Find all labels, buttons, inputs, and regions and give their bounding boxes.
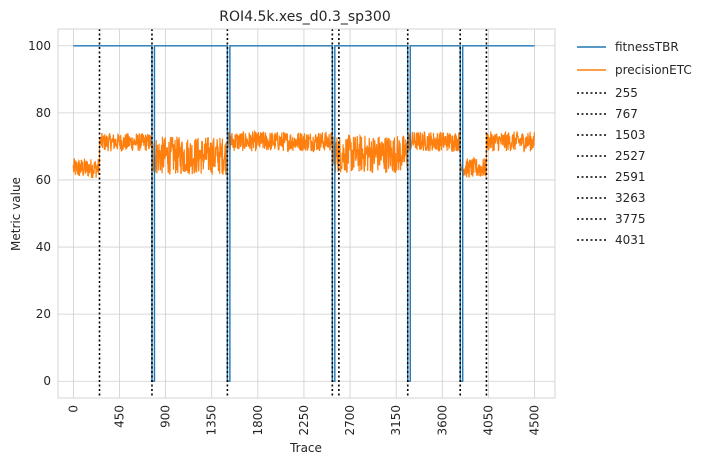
y-tick-label: 0 — [43, 374, 51, 388]
x-tick-labels: 0 450 900 1350 1800 2250 2700 3150 3600 4050 4500 — [66, 405, 541, 436]
series-fitnesstbr-line — [73, 45, 535, 382]
x-tick-label: 3600 — [435, 405, 449, 436]
series-layer — [72, 45, 535, 382]
x-tick-label: 2700 — [343, 405, 357, 436]
plot-frame — [57, 28, 556, 399]
x-tick-label: 900 — [159, 405, 173, 428]
legend-entry: fitnessTBR — [615, 40, 679, 54]
y-tick-label: 80 — [36, 106, 51, 120]
x-tick-label: 1800 — [251, 405, 265, 436]
x-tick-label: 2250 — [297, 405, 311, 436]
legend-entry: 1503 — [615, 128, 646, 142]
y-tick-label: 20 — [36, 307, 51, 321]
y-axis-label: Metric value — [9, 177, 23, 251]
legend: fitnessTBR precisionETC 255 767 1503 2527 2591… — [577, 40, 692, 247]
x-tick-label: 450 — [112, 405, 126, 428]
y-tick-label: 40 — [36, 240, 51, 254]
y-tick-labels: 0 20 40 60 80 100 — [28, 39, 51, 388]
x-tick-label: 1350 — [205, 405, 219, 436]
chart-title: ROI4.5k.xes_d0.3_sp300 — [219, 9, 391, 25]
legend-entry: 2591 — [615, 170, 646, 184]
y-tick-label: 100 — [28, 39, 51, 53]
x-tick-label: 3150 — [389, 405, 403, 436]
legend-entry: 255 — [615, 86, 638, 100]
legend-entry: precisionETC — [615, 63, 692, 77]
x-tick-label: 4500 — [528, 405, 542, 436]
drift-lines — [98, 29, 488, 398]
y-tick-label: 60 — [36, 173, 51, 187]
legend-entry: 3263 — [615, 191, 646, 205]
legend-entry: 2527 — [615, 149, 646, 163]
x-axis-label: Trace — [289, 441, 322, 455]
legend-entry: 767 — [615, 107, 638, 121]
legend-entry: 3775 — [615, 212, 646, 226]
x-tick-label: 0 — [66, 405, 80, 413]
legend-entry: 4031 — [615, 233, 646, 247]
series-precisionetc-line — [72, 129, 535, 382]
x-tick-label: 4050 — [481, 405, 495, 436]
